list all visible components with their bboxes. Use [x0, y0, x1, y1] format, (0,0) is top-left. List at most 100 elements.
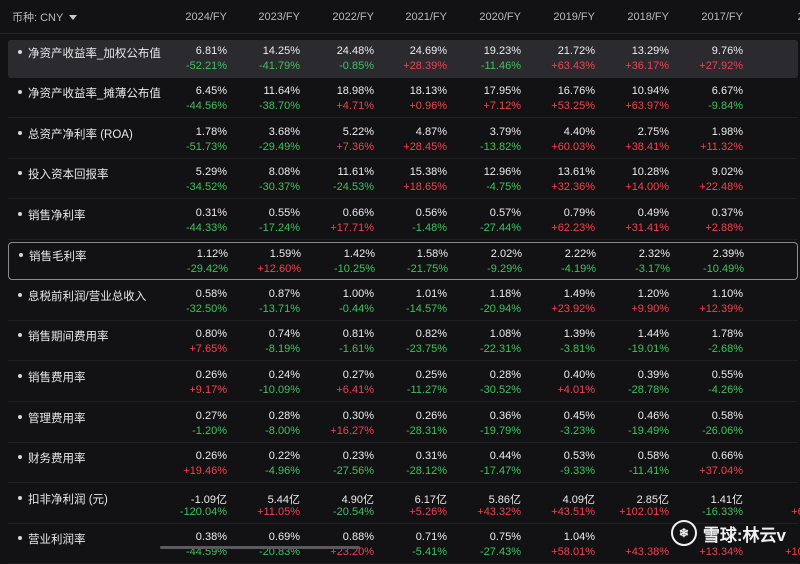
metric-value: 0.30%	[342, 410, 374, 422]
metric-change: +9.17%	[189, 384, 227, 396]
table-row[interactable]: 管理费用率 0.27% 0.28% 0.30% 0.26% 0.36% 0.45% 0.46%…	[8, 405, 798, 443]
table-row[interactable]: 总资产净利率 (ROA) 1.78% 3.68% 5.22% 4.87% 3.79% 4.4…	[8, 121, 798, 159]
metric-change: +7.65%	[189, 343, 227, 355]
metric-value: 7	[746, 85, 800, 97]
metric-value: 1.12%	[196, 248, 228, 260]
metric-value: 4.87%	[415, 126, 447, 138]
currency-selector[interactable]: 币种: CNY	[12, 9, 78, 25]
metric-value: 1.78%	[711, 328, 743, 340]
metric-change: -	[746, 343, 800, 355]
table-row[interactable]: 净资产收益率_加权公布值 6.81% 14.25% 24.48% 24.69% 19.23…	[8, 40, 798, 78]
metric-change: -13.71%	[259, 303, 300, 315]
table-row[interactable]: 净资产收益率_摊薄公布值 6.45% 11.64% 18.98% 18.13% 17.95…	[8, 80, 798, 118]
metric-value: 0.23%	[342, 450, 374, 462]
metric-value: 1.44%	[637, 328, 669, 340]
metric-change: -	[746, 425, 800, 437]
metric-value: 24.69%	[409, 45, 447, 57]
metric-change: +62.23%	[551, 222, 595, 234]
metric-change: +647	[791, 506, 800, 518]
metric-change: -9.29%	[487, 263, 522, 275]
metric-change: +1	[746, 60, 800, 72]
metric-value: 0.79%	[563, 207, 595, 219]
metric-value: 1.08%	[489, 328, 521, 340]
metric-change: -20.94%	[480, 303, 521, 315]
metric-change: -	[747, 263, 800, 275]
table-row[interactable]: 投入资本回报率 5.29% 8.08% 11.61% 15.38% 12.96% 13.61…	[8, 161, 798, 199]
metric-change: -10.25%	[334, 263, 375, 275]
metric-change: -4.96%	[265, 465, 300, 477]
table-row[interactable]: 息税前利润/营业总收入 0.58% 0.87% 1.00% 1.01% 1.18% 1.49…	[8, 283, 798, 321]
metric-change: -2.68%	[708, 343, 743, 355]
metric-change: +12.39%	[699, 303, 743, 315]
table-row[interactable]: 销售毛利率 1.12% 1.59% 1.42% 1.58% 2.02% 2.22% 2.32%…	[8, 242, 798, 280]
column-header[interactable]: 2018/FY	[627, 11, 669, 23]
metric-value: 13.61%	[557, 166, 595, 178]
metric-change: +19.46%	[183, 465, 227, 477]
metric-change: -16.33%	[702, 506, 743, 518]
metric-change: -32.50%	[186, 303, 227, 315]
column-header[interactable]: 2023/FY	[258, 11, 300, 23]
metric-change: +	[746, 100, 800, 112]
metric-value: 3.79%	[489, 126, 521, 138]
metric-change: -3.81%	[560, 343, 595, 355]
metric-change: -30.52%	[480, 384, 521, 396]
metric-change: +13.34%	[699, 546, 743, 558]
column-header[interactable]: 2019/FY	[553, 11, 595, 23]
metric-name: 扣非净利润 (元)	[28, 494, 108, 506]
table-row[interactable]: 销售费用率 0.26% 0.24% 0.27% 0.25% 0.28% 0.40% 0.39%…	[8, 364, 798, 402]
column-header[interactable]: 2021/FY	[405, 11, 447, 23]
metric-change: -34.52%	[186, 181, 227, 193]
metric-change: -27.43%	[480, 546, 521, 558]
bullet-icon	[18, 293, 22, 297]
metric-name: 投入资本回报率	[28, 169, 109, 181]
metric-value: 1.39%	[563, 328, 595, 340]
metric-value: 2.02%	[490, 248, 522, 260]
metric-change: +14.00%	[625, 181, 669, 193]
bullet-icon	[18, 333, 22, 337]
metric-value: 0.53%	[563, 450, 595, 462]
metric-value: 1.01%	[415, 288, 447, 300]
metric-change: +22.48%	[699, 181, 743, 193]
metric-value: 0.58%	[637, 450, 669, 462]
table-row[interactable]: 销售期间费用率 0.80% 0.74% 0.81% 0.82% 1.08% 1.39% 1.4…	[8, 323, 798, 361]
table-row[interactable]: 财务费用率 0.26% 0.22% 0.23% 0.31% 0.44% 0.53% 0.58%…	[8, 445, 798, 483]
bullet-icon	[18, 455, 22, 459]
metric-name: 息税前利润/营业总收入	[28, 291, 147, 303]
metric-value: 1.59%	[269, 248, 301, 260]
bullet-icon	[18, 212, 22, 216]
metric-value: 5.44亿	[267, 494, 300, 506]
metric-value: 0.74%	[268, 328, 300, 340]
metric-change: +31.41%	[625, 222, 669, 234]
metric-change: +38.41%	[625, 141, 669, 153]
metric-value: 4.40%	[563, 126, 595, 138]
metric-value: 8.08%	[268, 166, 300, 178]
metric-value: 0.88%	[342, 531, 374, 543]
metric-value: 15.38%	[409, 166, 447, 178]
metric-value: 1	[746, 491, 800, 503]
metric-value: 0.87%	[268, 288, 300, 300]
column-header[interactable]: 2024/FY	[185, 11, 227, 23]
metric-value: 10.28%	[631, 166, 669, 178]
metric-change: +1	[746, 303, 800, 315]
metric-change: -11.27%	[406, 384, 447, 396]
horizontal-scrollbar[interactable]	[160, 546, 360, 549]
column-header[interactable]: 2017/FY	[701, 11, 743, 23]
metric-value: 0.55%	[268, 207, 300, 219]
table-row[interactable]: 销售净利率 0.31% 0.55% 0.66% 0.56% 0.57% 0.79% 0.49%…	[8, 202, 798, 240]
metric-change: -26.06%	[702, 425, 743, 437]
table-row[interactable]: 扣非净利润 (元) -1.09亿 5.44亿 4.90亿 6.17亿 5.86亿 4.09亿…	[8, 486, 800, 524]
metric-change: +0.96%	[409, 100, 447, 112]
metric-value: 0.37%	[711, 207, 743, 219]
metric-value: 0.46%	[637, 410, 669, 422]
column-header[interactable]: 201	[746, 11, 800, 23]
metric-change: -29.42%	[187, 263, 228, 275]
metric-value: 0.44%	[489, 450, 521, 462]
bullet-icon	[18, 131, 22, 135]
metric-value: 0.66%	[711, 450, 743, 462]
metric-name: 净资产收益率_加权公布值	[28, 48, 161, 60]
column-header[interactable]: 2022/FY	[332, 11, 374, 23]
column-header[interactable]: 2020/FY	[479, 11, 521, 23]
metric-name: 销售毛利率	[29, 251, 87, 263]
metric-change: -1.61%	[339, 343, 374, 355]
metric-change: +28.45%	[403, 141, 447, 153]
